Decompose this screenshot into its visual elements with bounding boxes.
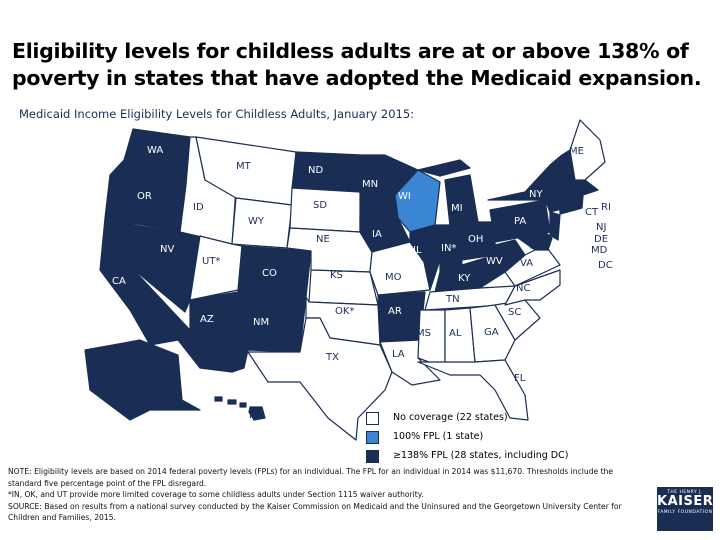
label-wv: WV — [486, 256, 503, 267]
source-text: SOURCE: Based on results from a national… — [8, 501, 622, 523]
state-md[interactable] — [517, 231, 549, 251]
label-mn: MN — [362, 179, 378, 190]
label-nd: ND — [308, 165, 323, 176]
legend-label: 100% FPL (1 state) — [393, 431, 484, 442]
label-nj: NJ — [596, 222, 606, 233]
label-ca: CA — [112, 276, 126, 287]
label-wy: WY — [248, 216, 265, 227]
state-ms[interactable] — [417, 309, 446, 369]
label-hi: HI — [249, 410, 259, 421]
label-ga: GA — [484, 327, 499, 338]
legend-swatch-no-coverage — [366, 412, 379, 425]
label-sd: SD — [313, 200, 327, 211]
label-dc: DC — [598, 260, 613, 271]
label-vt: VT — [525, 142, 539, 153]
footnotes: NOTE: Eligibility levels are based on 20… — [8, 466, 648, 524]
state-ma[interactable] — [565, 179, 599, 197]
state-ct[interactable] — [559, 195, 576, 215]
state-nd[interactable] — [291, 151, 363, 193]
state-nj[interactable] — [549, 211, 561, 241]
logo-line: FAMILY FOUNDATION — [657, 510, 713, 515]
label-wa: WA — [147, 145, 163, 156]
label-ny: NY — [529, 189, 543, 200]
label-tx: TX — [325, 352, 339, 363]
label-oh: OH — [468, 234, 483, 245]
state-me[interactable] — [569, 119, 606, 181]
label-ia: IA — [372, 229, 382, 240]
label-mi: MI — [451, 203, 463, 214]
legend-swatch-138-fpl — [366, 450, 379, 463]
legend-swatch-100-fpl — [366, 431, 379, 444]
state-dc[interactable] — [530, 242, 537, 249]
label-ky: KY — [458, 273, 471, 284]
label-or: OR — [137, 191, 152, 202]
map-subtitle: Medicaid Income Eligibility Levels for C… — [19, 107, 415, 121]
label-mo: MO — [385, 272, 402, 283]
label-il: IL — [413, 245, 422, 256]
label-ak: AK — [114, 362, 128, 373]
state-ak[interactable] — [84, 339, 201, 421]
label-la: LA — [392, 349, 405, 360]
label-in: IN* — [441, 243, 456, 254]
legend-label: ≥138% FPL (28 states, including DC) — [393, 450, 569, 461]
label-az: AZ — [200, 314, 214, 325]
label-ok: OK* — [335, 306, 354, 317]
note-text: NOTE: Eligibility levels are based on 20… — [8, 467, 614, 488]
label-tn: TN — [445, 294, 460, 305]
label-sc: SC — [508, 307, 521, 318]
label-md: MD — [591, 245, 608, 256]
state-ri[interactable] — [574, 195, 584, 211]
label-nc: NC — [516, 283, 530, 294]
label-pa: PA — [514, 216, 526, 227]
label-me: ME — [569, 146, 584, 157]
logo-wordmark: KAISER — [657, 494, 714, 509]
label-wi: WI — [398, 191, 411, 202]
label-ri: RI — [601, 202, 611, 213]
state-hi[interactable] — [214, 396, 266, 421]
label-ne: NE — [316, 234, 330, 245]
label-mt: MT — [236, 161, 252, 172]
state-ks[interactable] — [308, 269, 379, 306]
state-wv[interactable] — [494, 239, 526, 273]
state-fl[interactable] — [417, 359, 529, 421]
label-nh: NH — [599, 167, 614, 178]
label-ar: AR — [388, 306, 402, 317]
page-title: Eligibility levels for childless adults … — [12, 39, 702, 90]
label-al: AL — [449, 328, 462, 339]
label-nm: NM — [253, 317, 269, 328]
legend-label: No coverage (22 states) — [393, 412, 508, 423]
label-de: DE — [594, 234, 608, 245]
label-va: VA — [520, 258, 533, 269]
label-ks: KS — [330, 270, 343, 281]
label-ma: MA — [609, 182, 625, 193]
label-ut: UT* — [202, 256, 220, 267]
kff-logo: THE HENRY J. KAISER FAMILY FOUNDATION — [657, 487, 713, 531]
label-co: CO — [262, 268, 277, 279]
label-id: ID — [193, 202, 204, 213]
note-text: *IN, OK, and UT provide more limited cov… — [8, 490, 424, 499]
label-ct: CT — [585, 207, 599, 218]
label-nv: NV — [160, 244, 174, 255]
label-fl: FL — [514, 373, 526, 384]
state-tx[interactable] — [247, 317, 393, 441]
state-ga[interactable] — [469, 304, 516, 363]
label-ms: MS — [416, 328, 431, 339]
logo-line: THE HENRY J. — [667, 490, 703, 495]
